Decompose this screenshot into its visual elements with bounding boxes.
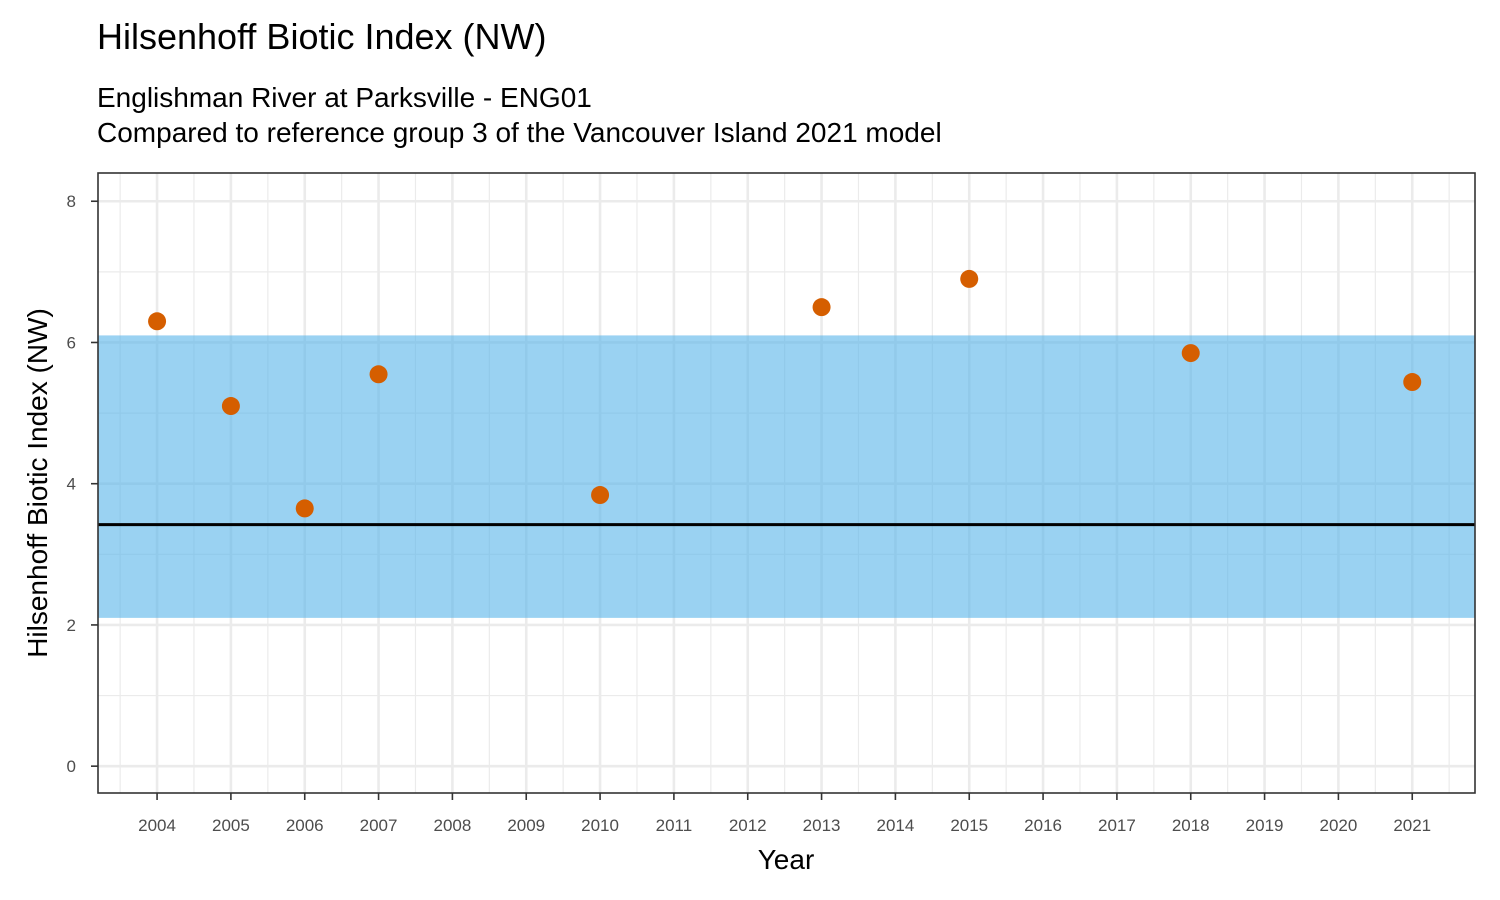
data-point <box>148 312 166 330</box>
x-tick-label: 2013 <box>803 816 841 835</box>
x-tick-label: 2021 <box>1393 816 1431 835</box>
data-point <box>370 365 388 383</box>
data-point <box>296 499 314 517</box>
x-tick-label: 2007 <box>360 816 398 835</box>
x-tick-label: 2008 <box>433 816 471 835</box>
data-point <box>591 486 609 504</box>
data-point <box>960 270 978 288</box>
data-point <box>222 397 240 415</box>
x-tick-label: 2018 <box>1172 816 1210 835</box>
y-tick-label: 0 <box>67 757 76 776</box>
y-axis: 0 2 4 6 8 <box>67 192 98 776</box>
x-tick-label: 2006 <box>286 816 324 835</box>
x-tick-label: 2017 <box>1098 816 1136 835</box>
data-point <box>813 298 831 316</box>
x-axis: 2004 2005 2006 2007 2008 2009 2010 2011 2012 2013… <box>138 793 1431 835</box>
data-point <box>1182 344 1200 362</box>
x-tick-label: 2015 <box>950 816 988 835</box>
x-tick-label: 2020 <box>1319 816 1357 835</box>
y-tick-label: 2 <box>67 616 76 635</box>
x-tick-label: 2004 <box>138 816 176 835</box>
x-tick-label: 2010 <box>581 816 619 835</box>
x-tick-label: 2011 <box>656 816 693 835</box>
x-axis-title: Year <box>758 844 815 875</box>
x-tick-label: 2009 <box>507 816 545 835</box>
reference-band <box>98 335 1475 617</box>
x-tick-label: 2005 <box>212 816 250 835</box>
y-tick-label: 6 <box>67 333 76 352</box>
y-tick-label: 4 <box>67 475 76 494</box>
x-tick-label: 2019 <box>1246 816 1284 835</box>
x-tick-label: 2016 <box>1024 816 1062 835</box>
y-axis-title: Hilsenhoff Biotic Index (NW) <box>22 308 53 658</box>
x-tick-label: 2014 <box>876 816 914 835</box>
x-tick-label: 2012 <box>729 816 767 835</box>
y-tick-label: 8 <box>67 192 76 211</box>
data-point <box>1403 373 1421 391</box>
